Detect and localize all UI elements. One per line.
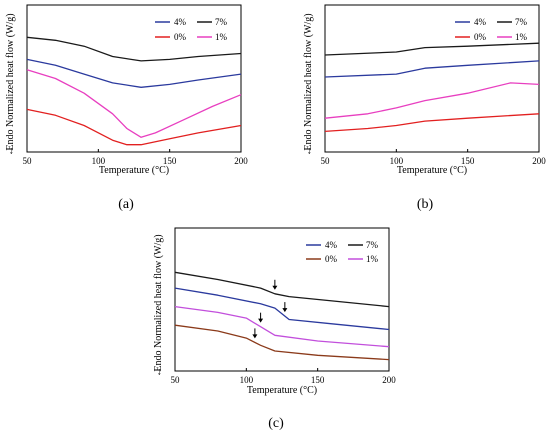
panel-b: 50 100 150 200 4% 7% 0% 1% Temperature (°C)… [303, 4, 546, 212]
plot-frame-a [26, 4, 242, 153]
legend-b: 4% 7% 0% 1% [455, 17, 528, 42]
series-group-a [26, 36, 242, 146]
legend-label-7pct-c: 7% [366, 240, 379, 250]
x-axis-label-a: Temperature (°C) [99, 165, 169, 176]
transition-arrow-2 [258, 312, 264, 323]
panel-a: 50 100 150 200 4% 7% 0% 1% Temperature (°C)… [5, 4, 248, 212]
y-axis-arrow-c: ← [153, 367, 164, 377]
plot-frame-b [324, 4, 540, 153]
series-line-b-1pct [324, 82, 540, 119]
transition-arrow-0 [272, 279, 278, 290]
transition-arrow-1 [282, 302, 288, 313]
x-tick-label-c-3: 200 [382, 375, 396, 385]
panel-caption-c: (c) [268, 416, 284, 431]
series-line-a-1pct [26, 69, 242, 138]
x-tick-label-c-1: 100 [240, 375, 254, 385]
legend-label-0pct-b: 0% [474, 32, 487, 42]
x-ticks-b: 50 100 150 200 [321, 149, 546, 166]
series-group-b [324, 42, 540, 133]
series-line-a-4pct [26, 58, 242, 88]
series-group-c [174, 271, 390, 361]
x-axis-label-c: Temperature (°C) [247, 385, 317, 396]
y-axis-label-c: Endo Normalized heat flow (W/g) [153, 234, 164, 371]
series-line-c-7pct [174, 271, 390, 308]
x-tick-label-b-0: 50 [321, 156, 331, 166]
legend-label-1pct-c: 1% [366, 254, 379, 264]
y-axis-label-b: Endo Normalized heat flow (W/g) [303, 13, 314, 150]
x-ticks-a: 50 100 150 200 [23, 149, 248, 166]
x-tick-label-a-3: 200 [234, 156, 248, 166]
legend-label-0pct-a: 0% [174, 32, 187, 42]
x-tick-label-b-1: 100 [390, 156, 404, 166]
x-tick-label-c-2: 150 [311, 375, 325, 385]
series-line-a-7pct [26, 36, 242, 62]
panel-c: 50 100 150 200 4% 7% 0% 1% Temperature (°C)… [153, 227, 396, 431]
series-line-c-1pct [174, 305, 390, 348]
x-tick-label-a-2: 150 [163, 156, 177, 166]
y-axis-label-a: Endo Normalized heat flow (W/g) [5, 13, 16, 150]
transition-arrow-3 [252, 328, 258, 339]
plot-frame-c [174, 227, 390, 372]
x-axis-label-b: Temperature (°C) [397, 165, 467, 176]
legend-label-4pct-c: 4% [325, 240, 338, 250]
y-axis-arrow-b: ← [303, 146, 314, 156]
legend-c: 4% 7% 0% 1% [306, 240, 379, 264]
panel-caption-b: (b) [417, 197, 434, 212]
legend-label-7pct-a: 7% [215, 17, 228, 27]
y-axis-arrow-a: ← [5, 146, 16, 156]
series-line-b-4pct [324, 60, 540, 78]
legend-label-0pct-c: 0% [325, 254, 338, 264]
x-tick-label-a-0: 50 [23, 156, 33, 166]
x-tick-label-c-0: 50 [171, 375, 181, 385]
x-tick-label-a-1: 100 [92, 156, 106, 166]
panel-caption-a: (a) [118, 197, 134, 212]
legend-a: 4% 7% 0% 1% [155, 17, 228, 42]
legend-label-4pct-a: 4% [174, 17, 187, 27]
series-line-a-0pct [26, 108, 242, 146]
legend-label-4pct-b: 4% [474, 17, 487, 27]
legend-label-1pct-a: 1% [215, 32, 228, 42]
series-line-b-0pct [324, 113, 540, 133]
series-line-c-0pct [174, 324, 390, 361]
series-line-b-7pct [324, 42, 540, 56]
x-tick-label-b-3: 200 [532, 156, 546, 166]
legend-label-1pct-b: 1% [515, 32, 528, 42]
legend-label-7pct-b: 7% [515, 17, 528, 27]
series-line-c-4pct [174, 287, 390, 331]
x-ticks-c: 50 100 150 200 [171, 368, 396, 385]
transition-arrows-c [252, 279, 288, 339]
x-tick-label-b-2: 150 [461, 156, 475, 166]
